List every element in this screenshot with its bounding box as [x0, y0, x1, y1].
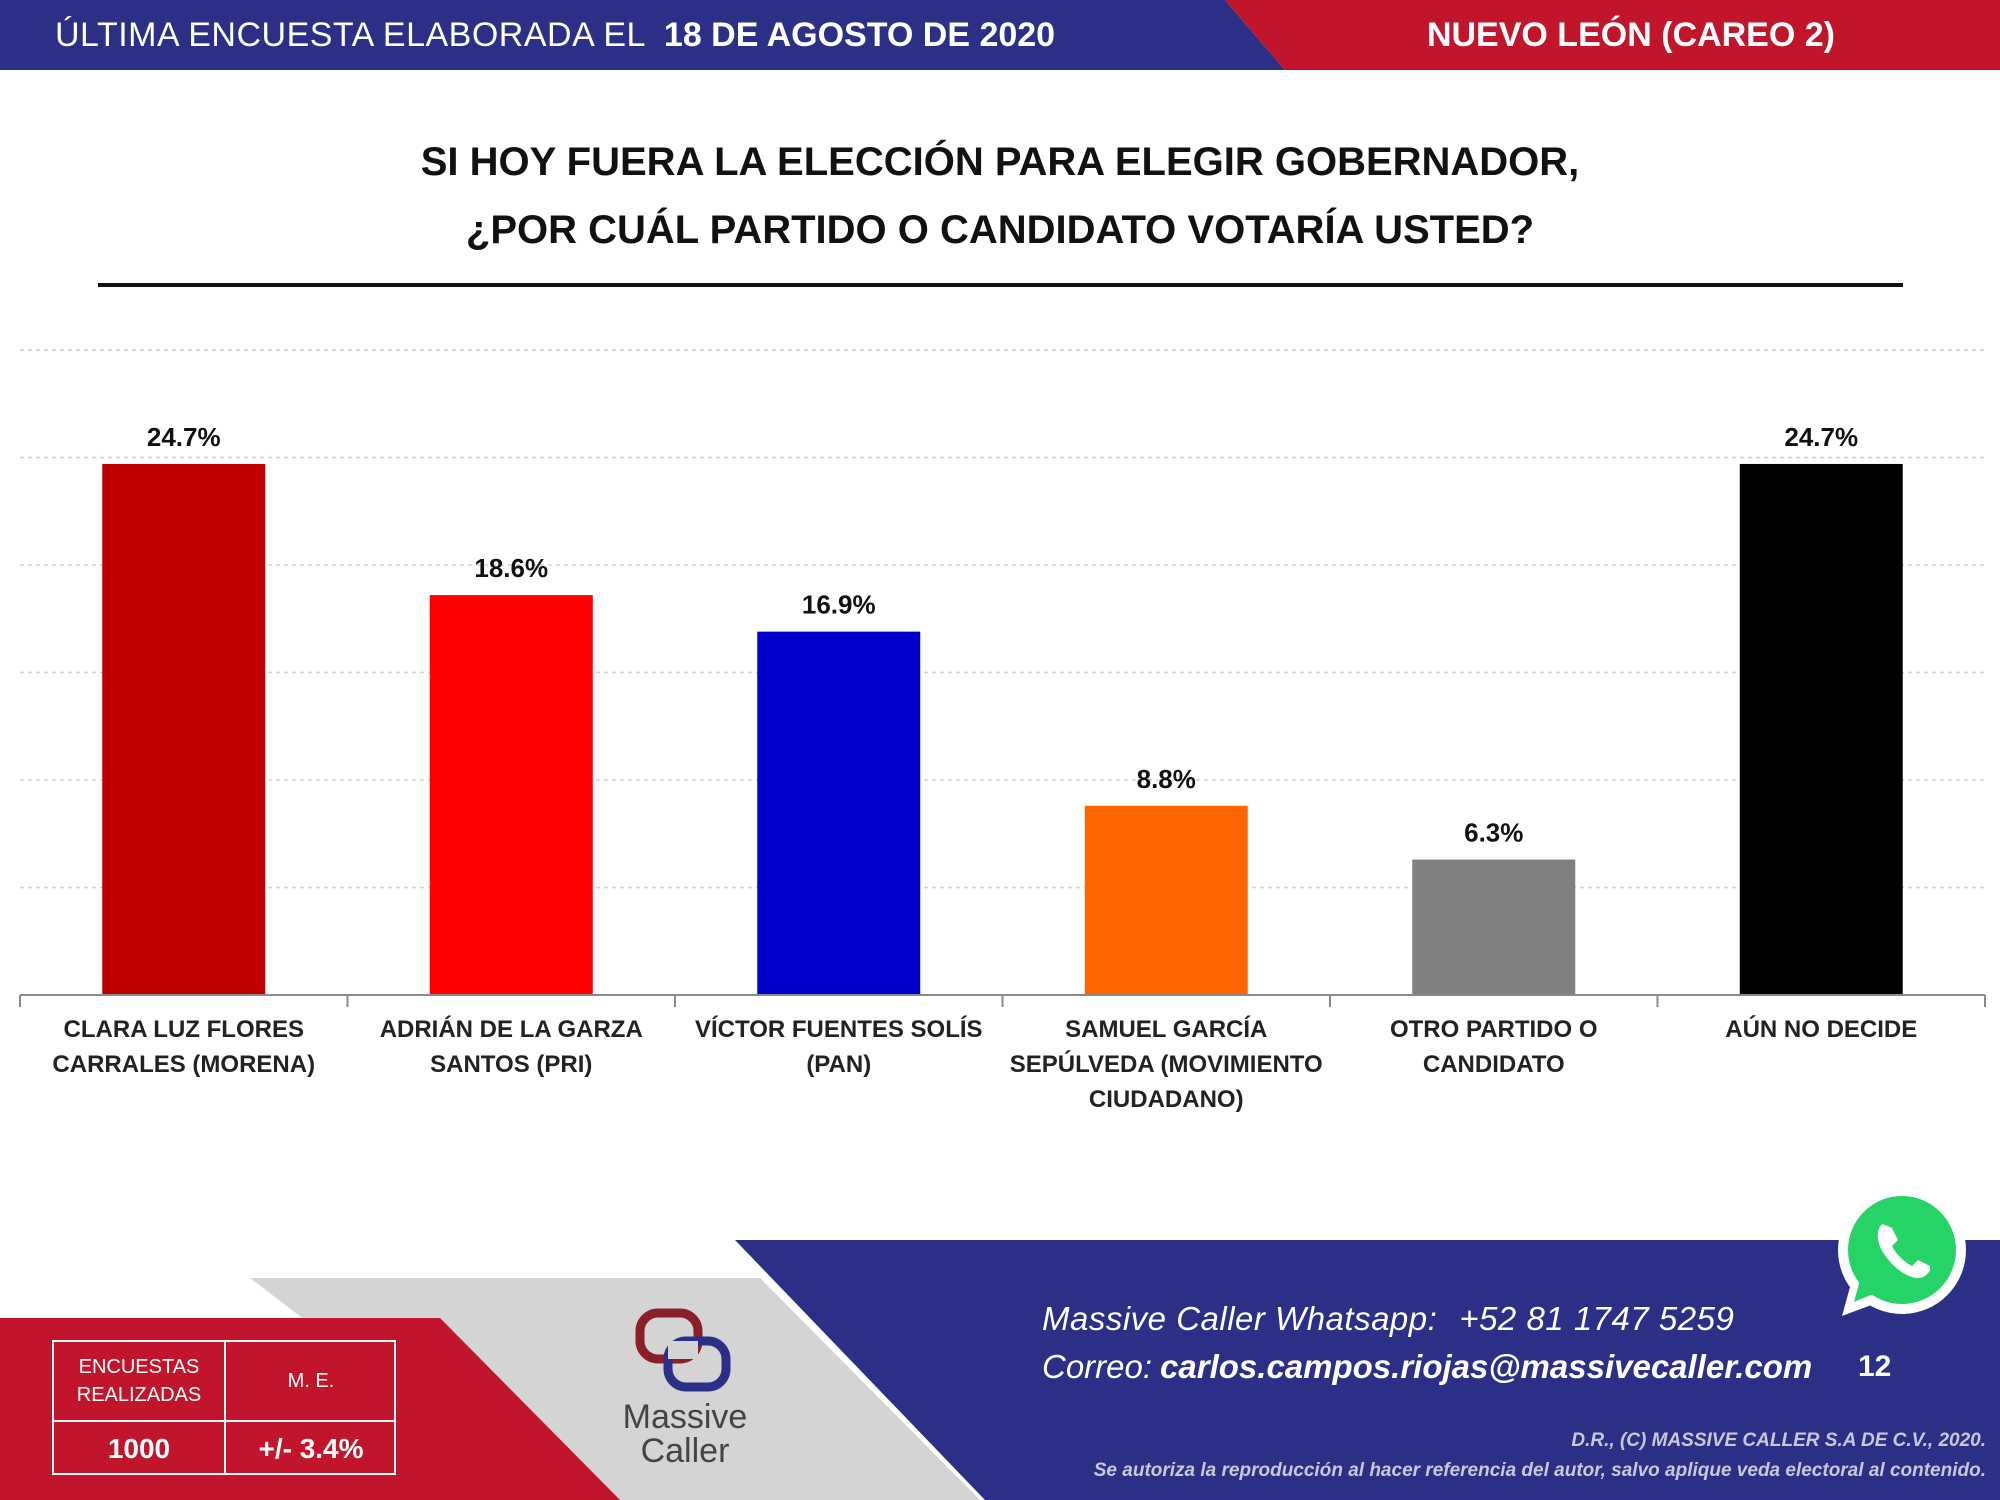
bar-value-label: 8.8%	[1137, 764, 1196, 794]
copyright-notice: D.R., (C) MASSIVE CALLER S.A DE C.V., 20…	[1094, 1426, 1986, 1486]
chart-title-line1: SI HOY FUERA LA ELECCIÓN PARA ELEGIR GOB…	[420, 140, 1580, 184]
bar-value-label: 18.6%	[474, 553, 548, 583]
category-labels: CLARA LUZ FLORES CARRALES (MORENA) ADRIÁN …	[52, 1015, 1917, 1113]
stats-header-surveys: ENCUESTAS REALIZADAS	[54, 1342, 226, 1422]
footer-background	[0, 1240, 2000, 1500]
grid-lines	[20, 349, 1985, 889]
footer: ENCUESTAS REALIZADAS M. E. 1000 +/- 3.4%…	[0, 1186, 2000, 1500]
title-underline	[98, 283, 1903, 287]
survey-label: ÚLTIMA ENCUESTA ELABORADA EL	[55, 16, 646, 54]
email-label: Correo:	[1042, 1348, 1153, 1385]
email-contact: Correo: carlos.campos.riojas@massivecalle…	[1042, 1348, 1812, 1386]
chart-title-line2: ¿POR CUÁL PARTIDO O CANDIDATO VOTARÍA US…	[465, 208, 1535, 252]
bar-value-label: 24.7%	[147, 422, 221, 452]
bar	[1412, 859, 1576, 995]
category-label: SEPÚLVEDA (MOVIMIENTO	[1010, 1050, 1323, 1078]
category-label: CARRALES (MORENA)	[52, 1051, 315, 1078]
bar	[102, 463, 266, 995]
category-label: (PAN)	[806, 1051, 871, 1078]
survey-date-text: ÚLTIMA ENCUESTA ELABORADA EL 18 DE AGOSTO…	[55, 10, 1055, 60]
whatsapp-label: Massive Caller Whatsapp:	[1042, 1300, 1438, 1337]
whatsapp-number: +52 81 1747 5259	[1459, 1300, 1735, 1337]
email-address: carlos.campos.riojas@massivecaller.com	[1160, 1348, 1813, 1385]
copyright-line1: D.R., (C) MASSIVE CALLER S.A DE C.V., 20…	[1571, 1430, 1986, 1451]
stats-header-margin: M. E.	[226, 1342, 396, 1422]
bar-chart: 24.7% 18.6% 16.9% 8.8% 6.3% 24.7% CLARA LUZ F…	[19, 349, 1986, 1113]
category-label: SANTOS (PRI)	[430, 1051, 592, 1078]
region-label: NUEVO LEÓN (CAREO 2)	[1426, 16, 1835, 54]
massive-caller-logo: Massive Caller	[610, 1305, 760, 1490]
category-label: CLARA LUZ FLORES	[64, 1016, 304, 1043]
chart-title: SI HOY FUERA LA ELECCIÓN PARA ELEGIR GOB…	[0, 128, 2000, 264]
header-bar: ÚLTIMA ENCUESTA ELABORADA EL 18 DE AGOSTO…	[0, 0, 2000, 70]
page-number: 12	[1858, 1350, 1892, 1383]
survey-stats-table: ENCUESTAS REALIZADAS M. E. 1000 +/- 3.4%	[52, 1340, 396, 1475]
logo-name: Massive Caller	[622, 1398, 748, 1470]
category-label: ADRIÁN DE LA GARZA	[380, 1015, 643, 1043]
bar-value-label: 24.7%	[1784, 422, 1858, 452]
header-background	[0, 0, 2000, 70]
stats-value-surveys: 1000	[54, 1422, 226, 1475]
bars	[102, 463, 1903, 995]
category-label: VÍCTOR FUENTES SOLÍS	[695, 1015, 983, 1043]
category-label: OTRO PARTIDO O	[1390, 1016, 1598, 1043]
bar-value-label: 6.3%	[1464, 818, 1523, 848]
bar	[757, 631, 921, 995]
bar	[1739, 463, 1903, 995]
category-label: CANDIDATO	[1423, 1051, 1565, 1078]
whatsapp-icon	[1830, 1182, 1970, 1322]
category-label: CIUDADANO)	[1089, 1086, 1244, 1113]
bar	[429, 595, 593, 995]
category-label: SAMUEL GARCÍA	[1065, 1015, 1267, 1043]
x-axis	[19, 994, 1986, 1007]
copyright-line2: Se autoriza la reproducción al hacer ref…	[1093, 1460, 1986, 1481]
category-label: AÚN NO DECIDE	[1725, 1015, 1917, 1043]
stats-value-margin: +/- 3.4%	[258, 1432, 364, 1464]
survey-date: 18 DE AGOSTO DE 2020	[663, 16, 1056, 54]
logo-mark-icon	[635, 1308, 731, 1392]
bar-value-label: 16.9%	[802, 590, 876, 620]
whatsapp-contact: Massive Caller Whatsapp: +52 81 1747 5259	[1042, 1300, 1734, 1338]
value-labels: 24.7% 18.6% 16.9% 8.8% 6.3% 24.7%	[147, 422, 1858, 848]
bar	[1084, 805, 1248, 995]
